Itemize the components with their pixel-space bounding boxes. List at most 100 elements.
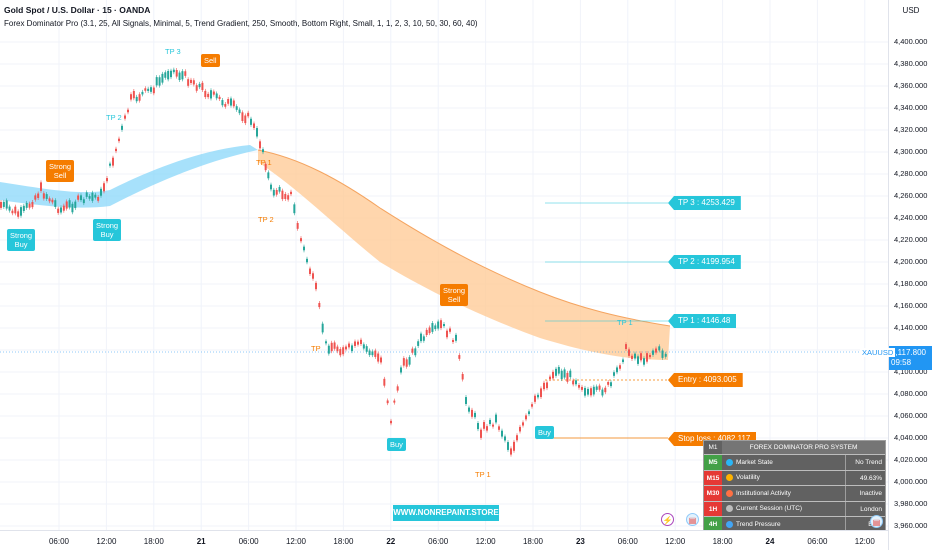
dashboard-label-text: Current Session (UTC) — [736, 505, 803, 512]
candle-body — [534, 395, 536, 402]
candle-body — [158, 77, 161, 86]
us-flag-icon[interactable]: ▤ — [686, 513, 699, 526]
candle-body — [575, 380, 577, 385]
dashboard-rows: M5 Market State No Trend M15 Volatility 49.63… — [704, 454, 885, 530]
dashboard-label: Trend Pressure — [722, 517, 845, 530]
candle-body — [247, 112, 250, 117]
candle-body — [495, 414, 497, 423]
last-price-tag: 4,117.800 09:58 — [889, 346, 932, 370]
candle-body — [204, 90, 207, 98]
candle-body — [293, 204, 296, 214]
price-tick: 4,040.000 — [894, 433, 928, 442]
status-icon — [726, 520, 733, 528]
us-flag-icon[interactable]: ▤ — [870, 515, 883, 528]
time-axis[interactable]: 06:00 12:00 18:00 21 06:00 12:00 18:00 22 06:00 1… — [0, 530, 888, 550]
candle-body — [152, 87, 155, 94]
candle-body — [170, 70, 172, 78]
strong-sell-signal: Strong Sell — [46, 160, 75, 182]
candle-body — [610, 382, 612, 387]
tp-label: TP 1 — [617, 318, 633, 327]
candle-body — [345, 346, 347, 350]
time-tick: 12:00 — [854, 537, 875, 546]
candle-body — [85, 192, 88, 197]
price-tick: 4,300.000 — [894, 147, 928, 156]
indicator-legend[interactable]: Forex Dominator Pro (3.1, 25, All Signal… — [4, 19, 478, 28]
candle-body — [284, 193, 287, 200]
time-tick: 18:00 — [143, 537, 164, 546]
dashboard-row: M30 Institutional Activity Inactive — [704, 485, 885, 501]
price-tick: 4,220.000 — [894, 235, 928, 244]
candle-body — [452, 339, 454, 343]
candle-body — [440, 320, 442, 329]
price-tick: 4,100.000 — [894, 367, 928, 376]
candle-body — [103, 183, 105, 192]
tp-label: TP 2 — [106, 113, 122, 122]
candle-body — [315, 282, 317, 290]
candle-body — [414, 348, 417, 356]
candle-body — [572, 380, 575, 385]
candle-body — [658, 346, 661, 351]
lightning-icon[interactable]: ⚡ — [661, 513, 674, 526]
candle-body — [290, 191, 292, 195]
candle-body — [400, 367, 402, 373]
symbol-title[interactable]: Gold Spot / U.S. Dollar · 15 · OANDA — [4, 5, 151, 15]
candle-body — [94, 194, 97, 198]
candle-body — [468, 407, 470, 412]
time-tick: 21 — [196, 537, 206, 546]
candle-body — [471, 409, 473, 417]
currency-label[interactable]: USD — [902, 6, 920, 15]
candle-body — [330, 342, 333, 352]
candle-body — [224, 103, 227, 107]
candle-body — [555, 368, 557, 376]
candle-body — [161, 73, 164, 83]
candle-body — [45, 194, 48, 199]
dashboard-row: M15 Volatility 49.63% — [704, 469, 885, 486]
candle-body — [17, 211, 20, 217]
candle-body — [198, 83, 201, 88]
tp-label: TP 1 — [256, 158, 272, 167]
status-icon — [726, 505, 733, 513]
price-axis[interactable]: USD 4,400.000 4,380.000 4,360.000 4,340.000… — [888, 0, 932, 550]
entry-level-tag: Entry : 4093.005 — [668, 373, 743, 387]
candle-body — [458, 355, 461, 359]
dashboard-title: FOREX DOMINATOR PRO SYSTEM — [749, 444, 858, 451]
candle-body — [141, 91, 144, 95]
dashboard-label: Volatility — [722, 471, 845, 486]
strong-buy-signal: Strong Buy — [7, 229, 36, 251]
bar-countdown: 09:58 — [891, 358, 912, 367]
time-tick: 06:00 — [617, 537, 638, 546]
candle-body — [14, 206, 17, 214]
watermark-banner: WWW.NONREPAINT.STORE — [393, 505, 499, 521]
candle-body — [619, 365, 621, 369]
timeframe-badge: M15 — [704, 470, 722, 485]
chart-area[interactable]: Gold Spot / U.S. Dollar · 15 · OANDA For… — [0, 0, 888, 530]
candle-body — [62, 205, 65, 211]
time-tick: 12:00 — [665, 537, 686, 546]
last-price: 4,117.800 — [891, 348, 926, 357]
candle-body — [212, 91, 215, 95]
candle-body — [37, 193, 40, 198]
candle-body — [287, 195, 290, 200]
dashboard-value: 49.63% — [845, 470, 885, 485]
candle-body — [616, 367, 618, 373]
candle-body — [235, 106, 238, 110]
time-tick: 12:00 — [285, 537, 307, 546]
candle-body — [549, 376, 551, 380]
candle-body — [54, 200, 57, 207]
candle-body — [646, 353, 648, 362]
candle-body — [244, 115, 247, 124]
candle-body — [443, 324, 445, 327]
candle-body — [405, 359, 408, 367]
candle-body — [138, 94, 141, 101]
time-tick: 23 — [575, 537, 585, 546]
price-tick: 4,340.000 — [894, 103, 928, 112]
candle-body — [306, 258, 308, 263]
candle-body — [513, 441, 515, 451]
candle-body — [661, 350, 664, 358]
candle-body — [178, 72, 181, 81]
candle-body — [207, 93, 210, 98]
candle-body — [417, 341, 420, 346]
candle-body — [634, 353, 636, 359]
price-tick: 4,380.000 — [894, 59, 928, 68]
dashboard-header: M1 FOREX DOMINATOR PRO SYSTEM — [704, 441, 885, 454]
